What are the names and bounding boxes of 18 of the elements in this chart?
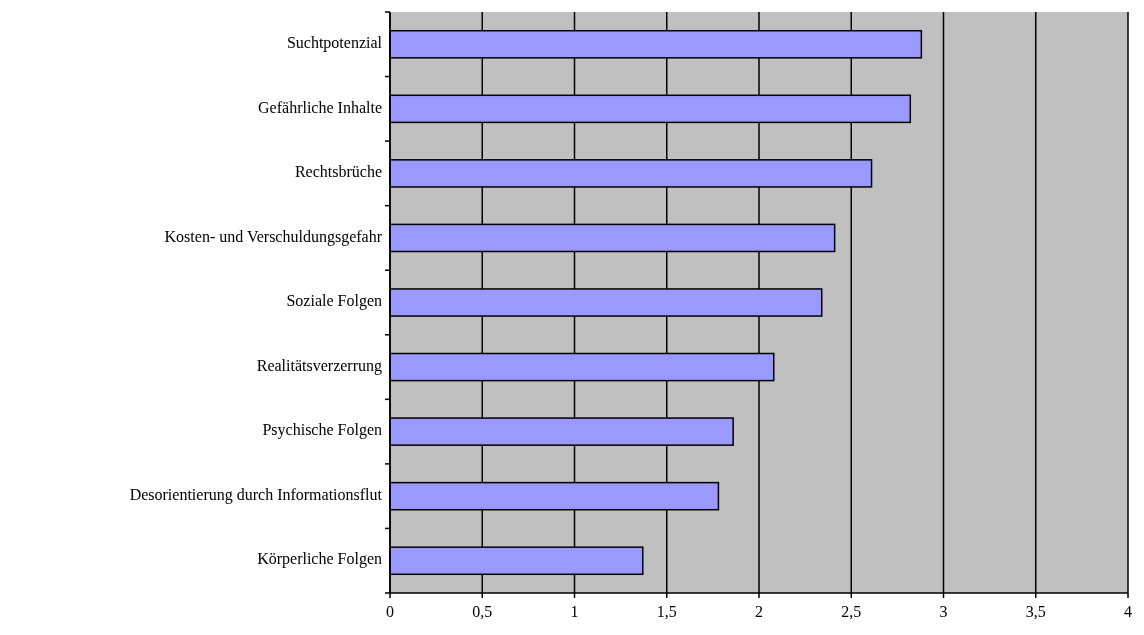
x-tick-label: 1,5 (656, 603, 677, 620)
x-tick-label: 0,5 (472, 603, 493, 620)
y-tick-label: Desorientierung durch Informationsflut (129, 485, 383, 504)
x-tick-label: 1 (570, 603, 579, 620)
y-tick-label: Gefährliche Inhalte (258, 98, 382, 116)
y-tick-label: Soziale Folgen (286, 292, 382, 311)
y-tick-label: Suchtpotenzial (286, 33, 383, 52)
x-tick-label: 2,5 (841, 603, 862, 620)
y-tick-label: Psychische Folgen (262, 421, 382, 440)
x-tick-label: 0 (386, 603, 394, 620)
y-tick-label: Kosten- und Verschuldungsgefahr (164, 227, 383, 246)
x-tick-label: 3 (939, 603, 948, 620)
x-tick-label: 2 (755, 603, 763, 620)
y-tick-label: Rechtsbrüche (294, 163, 382, 181)
x-tick-label: 4 (1124, 603, 1132, 620)
y-tick-label: Realitätsverzerrung (256, 356, 382, 375)
y-tick-label: Körperliche Folgen (257, 550, 382, 569)
x-tick-label: 3,5 (1025, 603, 1046, 620)
